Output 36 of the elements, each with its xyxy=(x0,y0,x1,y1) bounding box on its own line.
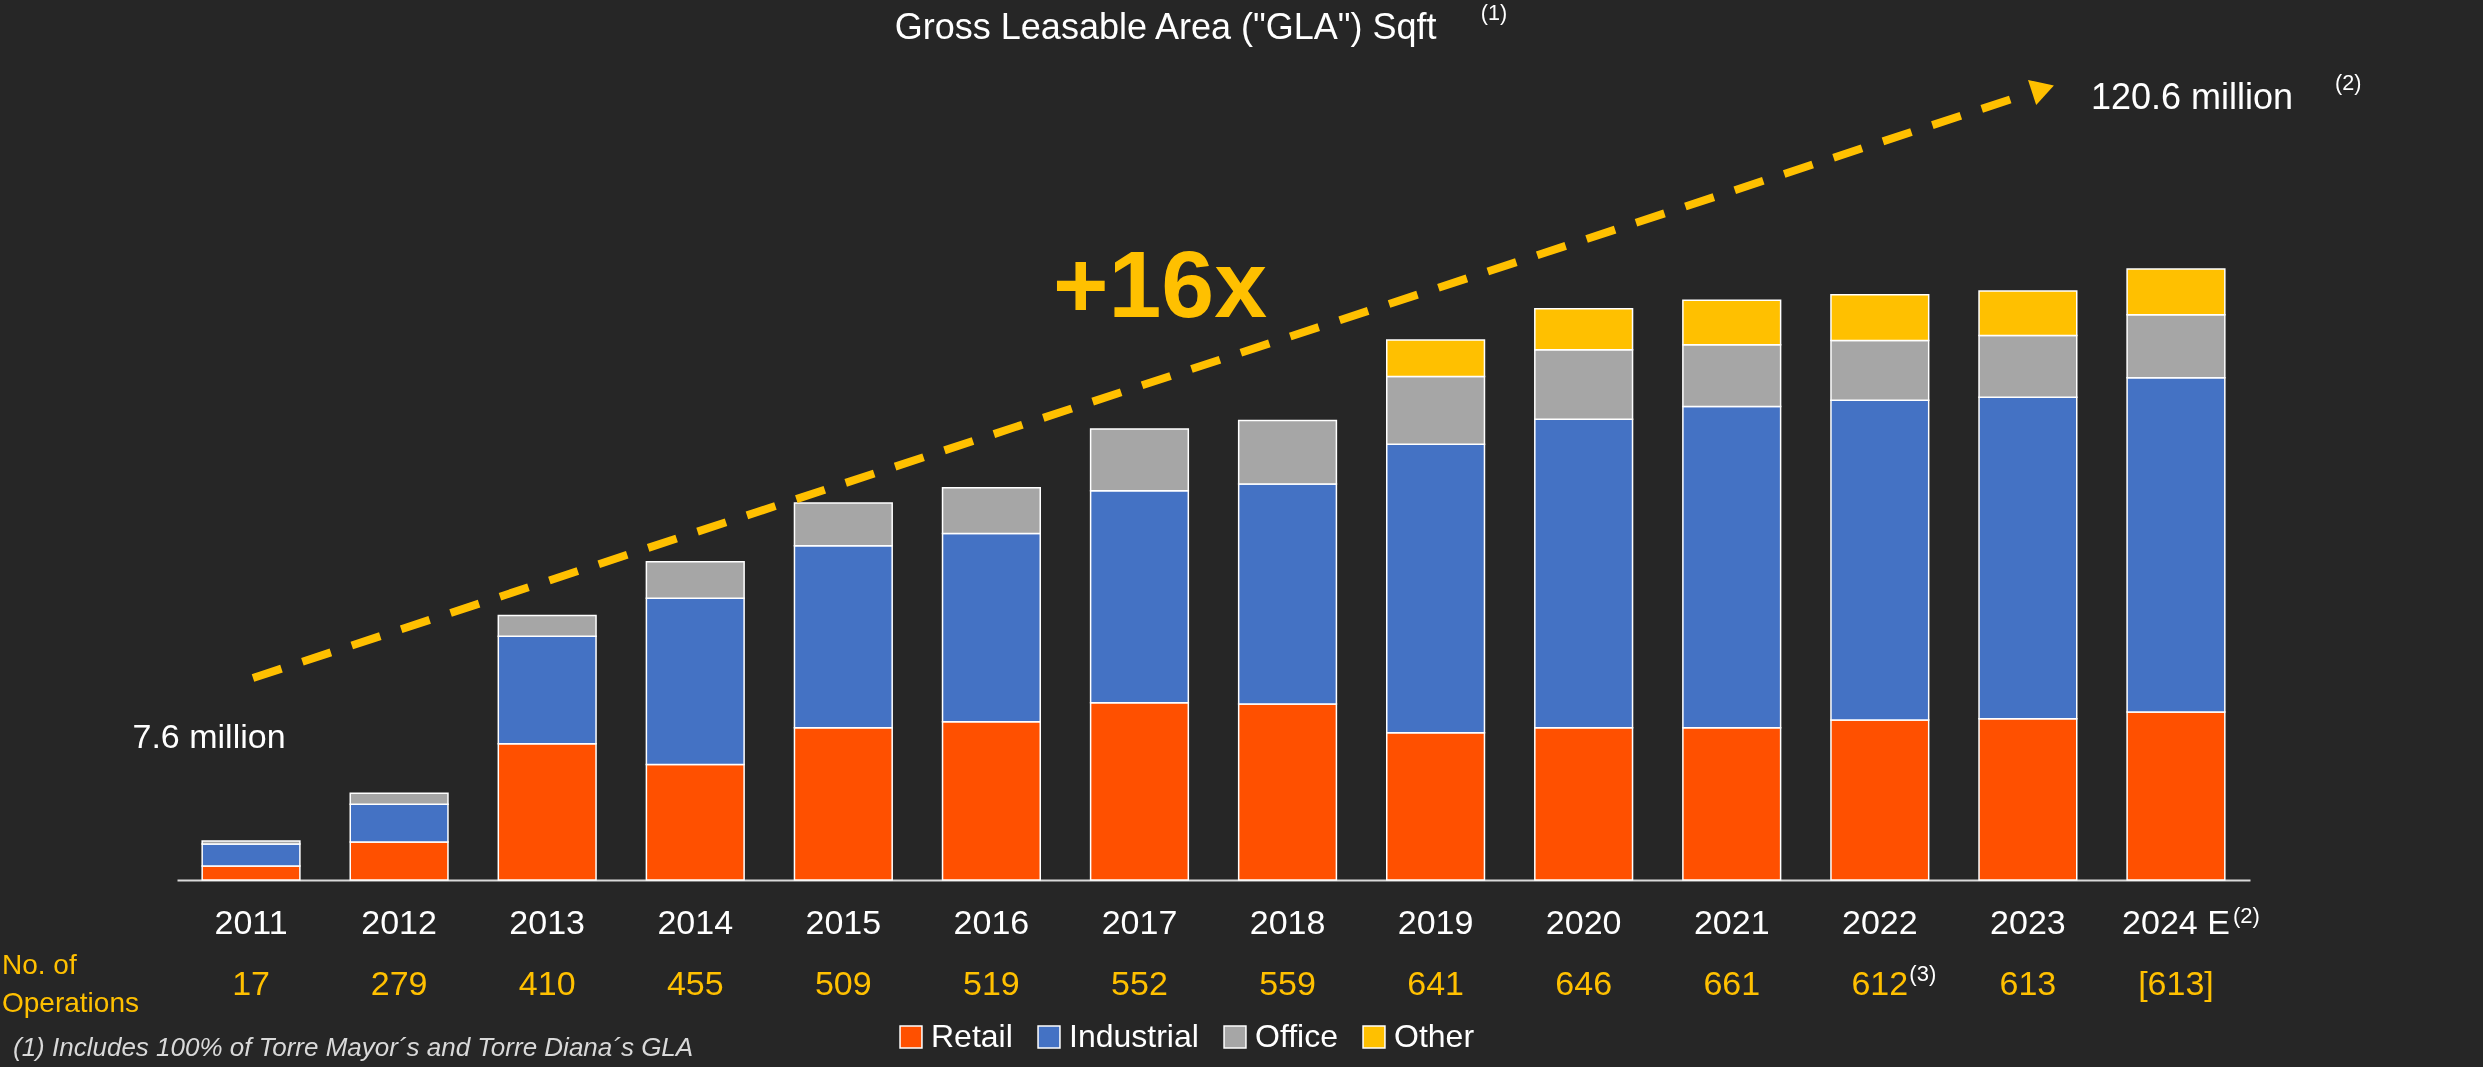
text: 410 xyxy=(518,964,576,1002)
legend-label: Industrial xyxy=(1069,1018,1199,1054)
x-tick-label: 2014 xyxy=(657,902,734,941)
text: 519 xyxy=(963,964,1020,1002)
text: 646 xyxy=(1555,964,1613,1002)
annotation: +16x xyxy=(1053,231,1268,337)
text: 509 xyxy=(814,964,872,1002)
x-tick-label: 2020 xyxy=(1545,902,1622,941)
text: 661 xyxy=(1703,964,1761,1002)
text: 455 xyxy=(666,964,724,1002)
x-tick-label: 2022 xyxy=(1842,902,1918,941)
text: 120.6 million (2) xyxy=(2091,69,2362,117)
text: 552 xyxy=(1111,964,1168,1002)
text: 559 xyxy=(1259,964,1316,1002)
x-tick-label: 2015 xyxy=(805,902,882,941)
legend-label: Office xyxy=(1255,1018,1338,1054)
text: 641 xyxy=(1407,964,1464,1002)
x-tick-label: 2016 xyxy=(953,902,1030,941)
text: 613 xyxy=(1999,964,2057,1002)
text: No. of Operations xyxy=(2,949,139,1018)
x-tick-label: 2017 xyxy=(1101,902,1178,941)
x-tick-label: 2011 xyxy=(214,902,288,941)
legend-label: Other xyxy=(1394,1018,1475,1054)
legend-label: Retail xyxy=(931,1018,1013,1054)
x-tick-label: 2018 xyxy=(1249,902,1326,941)
text: (1) Includes 100% of Torre Mayor´s and Torre Diana´s GLA xyxy=(13,1032,694,1062)
x-tick-label: 2013 xyxy=(509,902,585,941)
text: 279 xyxy=(370,964,428,1002)
text: [613] xyxy=(2138,964,2214,1002)
x-tick-label: 2021 xyxy=(1693,902,1770,941)
x-tick-label: 2023 xyxy=(1990,902,2066,941)
x-tick-label: 2019 xyxy=(1397,902,1474,941)
x-tick-label: 2012 xyxy=(361,902,437,941)
annotation: 7.6 million xyxy=(132,717,286,755)
chart-title: Gross Leasable Area ("GLA") Sqft(1) xyxy=(894,0,1508,47)
text: 17 xyxy=(232,964,270,1002)
